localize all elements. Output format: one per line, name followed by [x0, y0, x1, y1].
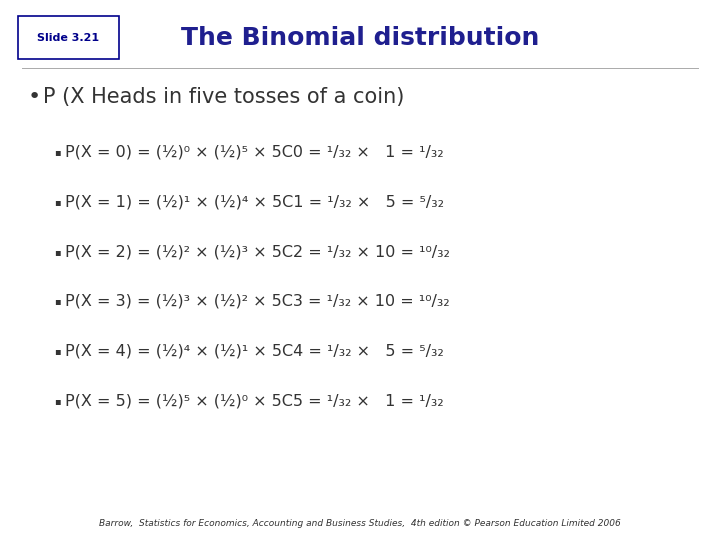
Text: P(X = 0) = (½)⁰ × (½)⁵ × 5C0 = ¹/₃₂ ×   1 = ¹/₃₂: P(X = 0) = (½)⁰ × (½)⁵ × 5C0 = ¹/₃₂ × 1 …: [65, 145, 444, 160]
Text: P (X Heads in five tosses of a coin): P (X Heads in five tosses of a coin): [43, 87, 405, 107]
FancyBboxPatch shape: [18, 16, 119, 59]
Text: P(X = 5) = (½)⁵ × (½)⁰ × 5C5 = ¹/₃₂ ×   1 = ¹/₃₂: P(X = 5) = (½)⁵ × (½)⁰ × 5C5 = ¹/₃₂ × 1 …: [65, 393, 444, 408]
Text: ▪: ▪: [54, 396, 60, 406]
Text: P(X = 2) = (½)² × (½)³ × 5C2 = ¹/₃₂ × 10 = ¹⁰/₃₂: P(X = 2) = (½)² × (½)³ × 5C2 = ¹/₃₂ × 10…: [65, 244, 450, 259]
Text: P(X = 3) = (½)³ × (½)² × 5C3 = ¹/₃₂ × 10 = ¹⁰/₃₂: P(X = 3) = (½)³ × (½)² × 5C3 = ¹/₃₂ × 10…: [65, 294, 449, 309]
Text: P(X = 1) = (½)¹ × (½)⁴ × 5C1 = ¹/₃₂ ×   5 = ⁵/₃₂: P(X = 1) = (½)¹ × (½)⁴ × 5C1 = ¹/₃₂ × 5 …: [65, 194, 444, 210]
Text: Slide 3.21: Slide 3.21: [37, 33, 99, 43]
Text: •: •: [27, 87, 40, 107]
Text: ▪: ▪: [54, 247, 60, 256]
Text: Barrow,  Statistics for Economics, Accounting and Business Studies,  4th edition: Barrow, Statistics for Economics, Accoun…: [99, 519, 621, 528]
Text: The Binomial distribution: The Binomial distribution: [181, 26, 539, 50]
Text: ▪: ▪: [54, 197, 60, 207]
Text: ▪: ▪: [54, 296, 60, 306]
Text: P(X = 4) = (½)⁴ × (½)¹ × 5C4 = ¹/₃₂ ×   5 = ⁵/₃₂: P(X = 4) = (½)⁴ × (½)¹ × 5C4 = ¹/₃₂ × 5 …: [65, 343, 444, 359]
Text: ▪: ▪: [54, 346, 60, 356]
Text: ▪: ▪: [54, 147, 60, 157]
